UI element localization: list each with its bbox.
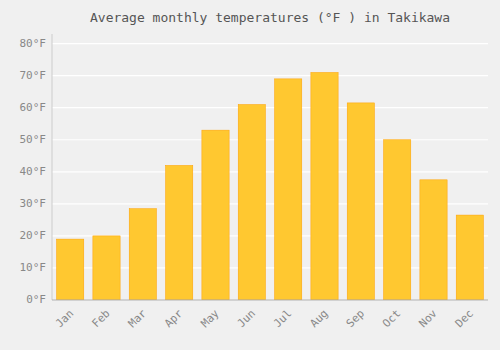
x-tick-label: Oct <box>380 307 403 330</box>
x-tick-label: Dec <box>453 307 476 330</box>
bar <box>57 239 84 300</box>
x-tick-label: Sep <box>344 307 367 330</box>
bar <box>311 72 338 300</box>
x-tick-label: Apr <box>162 307 186 331</box>
title: Average monthly temperatures (°F ) in Ta… <box>90 10 450 25</box>
grid-line <box>52 43 488 44</box>
background <box>0 0 500 350</box>
bar <box>420 180 447 300</box>
x-tick-label: Jun <box>235 307 258 330</box>
x-tick-label: Mar <box>126 307 150 331</box>
x-tick-label: May <box>198 307 222 331</box>
grid-line <box>52 171 488 172</box>
grid-line <box>52 75 488 76</box>
x-tick-label: Nov <box>416 307 440 331</box>
y-axis: 0°F 10°F 20°F 30°F 40°F 50°F 60°F 70°F 80°F <box>20 34 53 306</box>
y-tick-label: 70°F <box>20 69 47 82</box>
x-tick-label: Aug <box>307 307 330 330</box>
x-axis-line <box>52 300 488 301</box>
bar <box>456 215 483 300</box>
bar <box>275 79 302 300</box>
bar <box>202 130 229 300</box>
bar <box>347 103 374 300</box>
y-tick-label: 50°F <box>20 133 47 146</box>
y-tick-label: 0°F <box>26 293 46 306</box>
x-tick-label: Jan <box>53 307 76 330</box>
bar <box>129 209 156 300</box>
bar <box>166 165 193 300</box>
bar <box>93 236 120 300</box>
chart: 0°F 10°F 20°F 30°F 40°F 50°F 60°F 70°F 80°F Jan Fe… <box>0 0 500 350</box>
bars <box>57 72 484 300</box>
grid-line <box>52 107 488 108</box>
x-axis: Jan Feb Mar Apr May Jun Jul Aug Sep Oct Nov Dec <box>52 300 488 330</box>
y-tick-label: 30°F <box>20 197 47 210</box>
grid-line <box>52 299 488 300</box>
bar <box>238 105 265 300</box>
x-tick-label: Jul <box>271 307 294 330</box>
grid-line <box>52 139 488 140</box>
y-axis-line <box>52 34 53 300</box>
y-tick-label: 60°F <box>20 101 47 114</box>
grid <box>52 44 488 300</box>
bar <box>384 140 411 300</box>
y-tick-label: 40°F <box>20 165 47 178</box>
y-tick-label: 10°F <box>20 261 47 274</box>
y-tick-label: 20°F <box>20 229 47 242</box>
x-tick-label: Feb <box>89 307 112 330</box>
y-tick-label: 80°F <box>20 37 47 50</box>
